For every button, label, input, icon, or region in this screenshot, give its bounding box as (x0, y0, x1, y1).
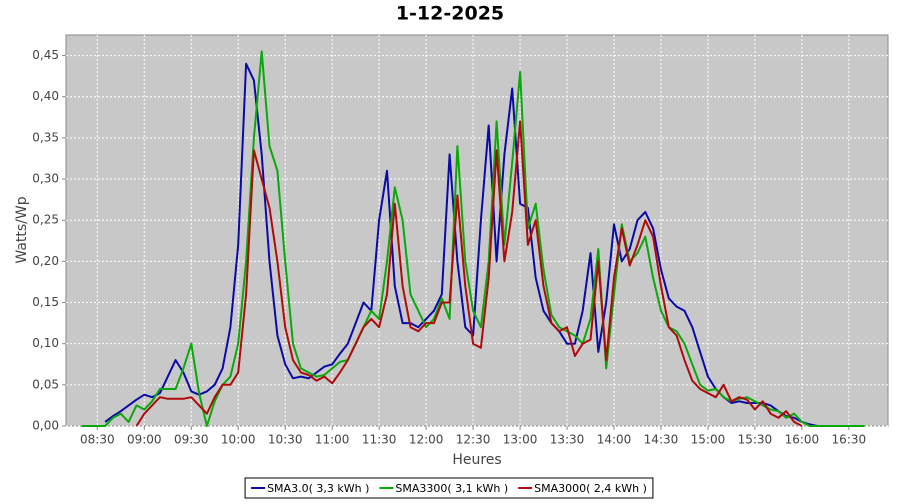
x-tick-label: 11:00 (315, 433, 350, 447)
legend: SMA3.0( 3,3 kWh ) SMA3300( 3,1 kWh ) SMA30… (244, 477, 654, 499)
x-tick-label: 16:00 (785, 433, 820, 447)
plot-area (65, 34, 889, 427)
chart-title: 1-12-2025 (396, 3, 504, 25)
legend-box (244, 477, 654, 499)
x-tick-label: 13:00 (503, 433, 538, 447)
y-tick-label: 0,25 (32, 213, 59, 227)
x-tick-label: 15:00 (691, 433, 726, 447)
y-tick-label: 0,00 (32, 419, 59, 433)
x-tick-label: 14:00 (597, 433, 632, 447)
legend-label: SMA3000( 2,4 kWh ) (534, 482, 647, 495)
x-tick-label: 09:00 (127, 433, 162, 447)
x-tick-label: 10:00 (221, 433, 256, 447)
legend-label: SMA3.0( 3,3 kWh ) (267, 482, 369, 495)
x-tick-label: 12:30 (456, 433, 491, 447)
series-line (135, 120, 803, 427)
y-tick-label: 0,35 (32, 130, 59, 144)
series-line (104, 62, 818, 427)
x-tick-label: 16:30 (832, 433, 867, 447)
y-tick-label: 0,15 (32, 295, 59, 309)
y-tick-label: 0,10 (32, 336, 59, 350)
x-axis-label: Heures (452, 452, 501, 468)
x-tick-label: 10:30 (268, 433, 303, 447)
x-tick-label: 14:30 (644, 433, 679, 447)
x-tick-label: 15:30 (738, 433, 773, 447)
x-tick-label: 08:30 (80, 433, 115, 447)
x-tick-label: 13:30 (550, 433, 585, 447)
y-tick-label: 0,45 (32, 48, 59, 62)
x-tick-label: 09:30 (174, 433, 209, 447)
y-tick-label: 0,05 (32, 377, 59, 391)
y-tick-label: 0,20 (32, 254, 59, 268)
legend-label: SMA3300( 3,1 kWh ) (395, 482, 508, 495)
y-tick-label: 0,30 (32, 172, 59, 186)
x-tick-label: 12:00 (409, 433, 444, 447)
y-tick-label: 0,40 (32, 89, 59, 103)
y-axis-label: Watts/Wp (14, 196, 30, 263)
x-tick-label: 11:30 (362, 433, 397, 447)
